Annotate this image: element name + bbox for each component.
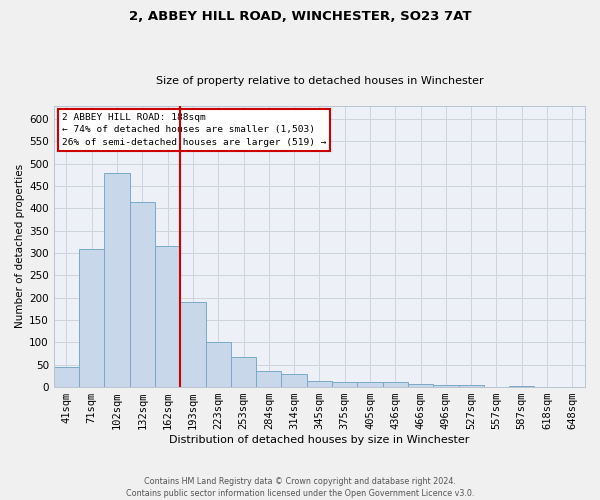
Bar [358,382,383,387]
Bar [408,384,433,387]
Y-axis label: Number of detached properties: Number of detached properties [15,164,25,328]
Bar [307,381,332,387]
Bar [458,386,484,387]
X-axis label: Distribution of detached houses by size in Winchester: Distribution of detached houses by size … [169,435,470,445]
Text: Contains HM Land Registry data © Crown copyright and database right 2024.
Contai: Contains HM Land Registry data © Crown c… [126,476,474,498]
Bar [180,302,206,387]
Bar [155,246,180,387]
Bar [206,342,231,387]
Bar [130,202,155,387]
Bar [231,356,256,387]
Title: Size of property relative to detached houses in Winchester: Size of property relative to detached ho… [155,76,483,86]
Text: 2, ABBEY HILL ROAD, WINCHESTER, SO23 7AT: 2, ABBEY HILL ROAD, WINCHESTER, SO23 7AT [129,10,471,23]
Bar [104,172,130,387]
Bar [79,248,104,387]
Bar [54,367,79,387]
Bar [383,382,408,387]
Bar [281,374,307,387]
Bar [332,382,358,387]
Bar [509,386,535,387]
Bar [433,386,458,387]
Bar [256,370,281,387]
Text: 2 ABBEY HILL ROAD: 188sqm
← 74% of detached houses are smaller (1,503)
26% of se: 2 ABBEY HILL ROAD: 188sqm ← 74% of detac… [62,113,326,147]
